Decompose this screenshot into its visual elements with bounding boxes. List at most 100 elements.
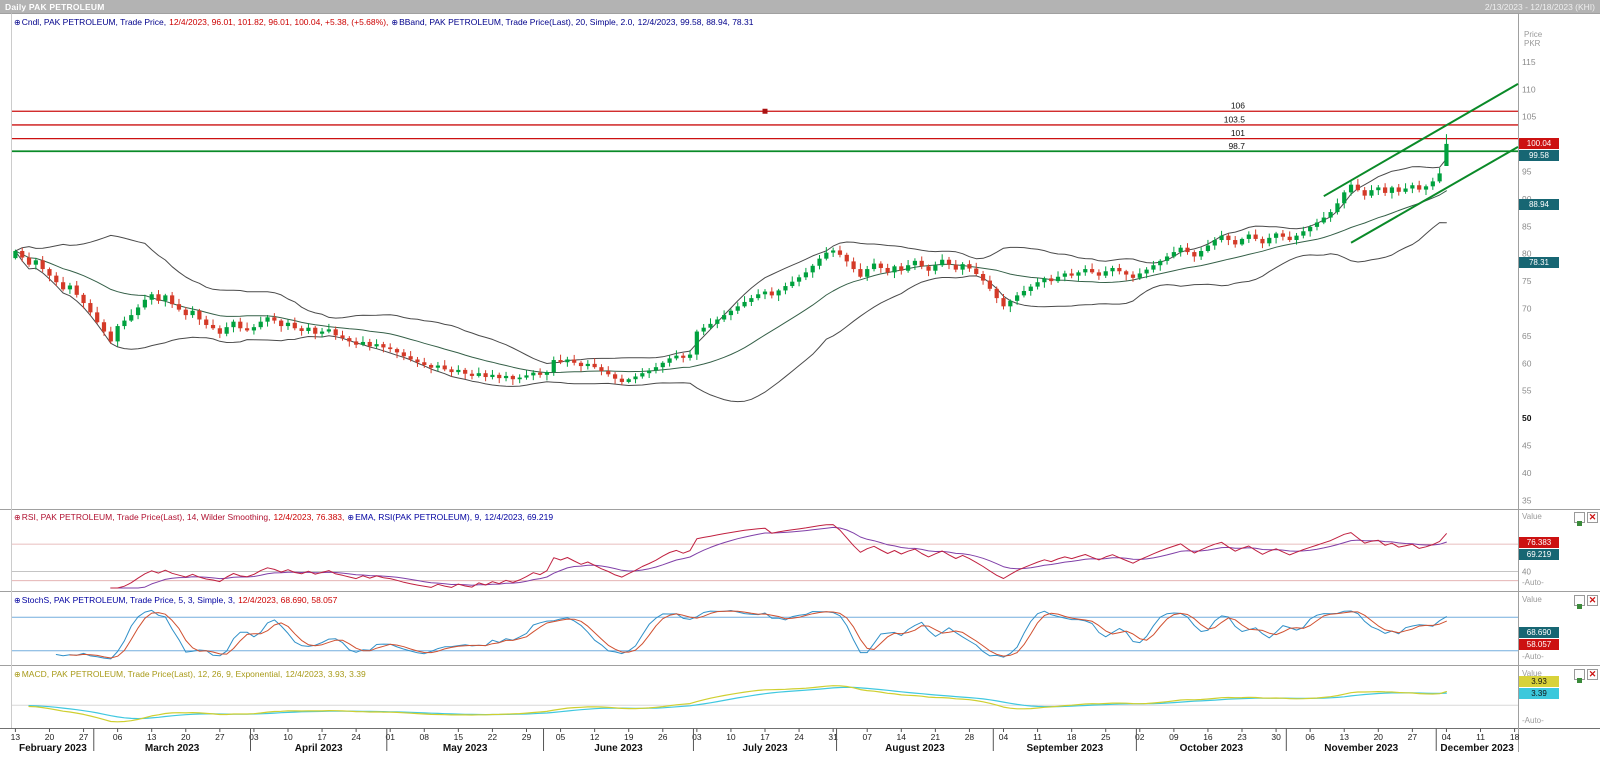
candle	[1233, 240, 1238, 245]
candle	[1444, 143, 1449, 166]
candle	[156, 294, 161, 301]
candle	[272, 317, 277, 321]
candle	[197, 310, 202, 320]
candle	[742, 301, 747, 307]
candle	[619, 378, 624, 382]
candle	[871, 263, 877, 270]
close-panel-icon[interactable]: ✕	[1587, 512, 1598, 523]
price-tick-label: 55	[1522, 386, 1532, 396]
bband-legend-label: BBand, PAK PETROLEUM, Trade Price(Last),…	[399, 17, 635, 27]
close-panel-icon[interactable]: ✕	[1587, 595, 1598, 606]
candle	[463, 369, 468, 374]
candle	[865, 269, 870, 277]
month-label: July 2023	[742, 743, 787, 754]
date-tick-label: 14	[897, 732, 907, 742]
candle	[708, 323, 713, 328]
month-label: November 2023	[1324, 743, 1398, 754]
candle	[190, 310, 195, 316]
candle	[558, 360, 563, 363]
candle	[1049, 278, 1054, 282]
expand-icon[interactable]: ⊕	[14, 596, 21, 605]
restore-glyph	[1577, 604, 1582, 609]
candle	[170, 295, 175, 305]
candle	[26, 257, 32, 265]
candle	[360, 341, 366, 345]
rsi-axis-auto: -Auto-	[1522, 578, 1544, 587]
candle	[367, 341, 372, 347]
candle	[960, 264, 965, 270]
candle	[1117, 267, 1122, 272]
date-tick-label: 28	[965, 732, 975, 742]
candle	[1042, 278, 1047, 283]
stoch-legend-values: 12/4/2023, 68.690, 58.057	[238, 595, 338, 605]
hline-label: 98.7	[1228, 141, 1245, 151]
date-tick-label: 20	[1374, 732, 1384, 742]
date-tick-label: 13	[11, 732, 21, 742]
price-tick-label: 35	[1522, 495, 1532, 505]
date-tick-label: 27	[215, 732, 225, 742]
date-tick-label: 29	[522, 732, 532, 742]
candle	[892, 266, 897, 273]
expand-icon[interactable]: ⊕	[347, 513, 355, 522]
candle	[1383, 187, 1388, 193]
candle	[279, 320, 284, 327]
close-panel-icon[interactable]: ✕	[1587, 669, 1598, 680]
restore-panel-icon[interactable]	[1574, 595, 1585, 609]
restore-panel-icon[interactable]	[1574, 512, 1585, 526]
date-tick-label: 15	[454, 732, 464, 742]
candle	[933, 265, 938, 271]
candle	[544, 372, 550, 375]
candle	[694, 331, 699, 355]
expand-icon[interactable]: ⊕	[14, 670, 21, 679]
date-tick-label: 06	[1305, 732, 1315, 742]
candle	[612, 374, 618, 379]
candle	[592, 363, 597, 368]
candle	[1342, 192, 1347, 204]
candle	[340, 335, 345, 339]
candle	[292, 322, 297, 329]
candle	[497, 374, 502, 379]
expand-icon[interactable]: ⊕	[391, 18, 399, 27]
candle	[285, 322, 291, 327]
candle	[1035, 282, 1040, 287]
candle	[885, 267, 890, 273]
candle	[572, 359, 577, 363]
candle	[81, 294, 86, 304]
candle	[1205, 245, 1211, 251]
candle	[1199, 250, 1204, 257]
candle	[1062, 273, 1067, 277]
rsi-legend-label: RSI, PAK PETROLEUM, Trade Price(Last), 1…	[21, 512, 271, 522]
candle	[394, 349, 400, 353]
candle	[108, 331, 113, 342]
candle	[415, 359, 420, 363]
rsi-panel-legend: ⊕RSI, PAK PETROLEUM, Trade Price(Last), …	[14, 512, 556, 522]
date-tick-label: 23	[1237, 732, 1247, 742]
date-tick-label: 24	[351, 732, 361, 742]
expand-icon[interactable]: ⊕	[14, 18, 21, 27]
candle	[1185, 247, 1190, 253]
indicator-line	[55, 609, 1447, 660]
price-tick-label: 75	[1522, 276, 1532, 286]
restore-panel-icon[interactable]	[1574, 669, 1585, 683]
candle	[878, 263, 883, 268]
candle	[1335, 203, 1340, 213]
candle	[701, 327, 706, 332]
candle	[647, 370, 652, 374]
candle	[115, 326, 120, 342]
candle	[231, 321, 236, 328]
expand-icon[interactable]: ⊕	[14, 513, 21, 522]
candle	[796, 277, 802, 282]
month-label: February 2023	[19, 743, 87, 754]
candle	[1103, 271, 1108, 276]
macd-legend-values: 12/4/2023, 3.93, 3.39	[285, 669, 366, 679]
indicator-line	[110, 526, 1447, 589]
candle	[1417, 185, 1422, 190]
candle	[837, 250, 843, 255]
candle	[1089, 269, 1095, 273]
candle	[776, 290, 781, 296]
hline-marker	[762, 108, 768, 114]
date-tick-label: 16	[1203, 732, 1213, 742]
candle	[1178, 247, 1183, 253]
candle	[1219, 235, 1224, 241]
